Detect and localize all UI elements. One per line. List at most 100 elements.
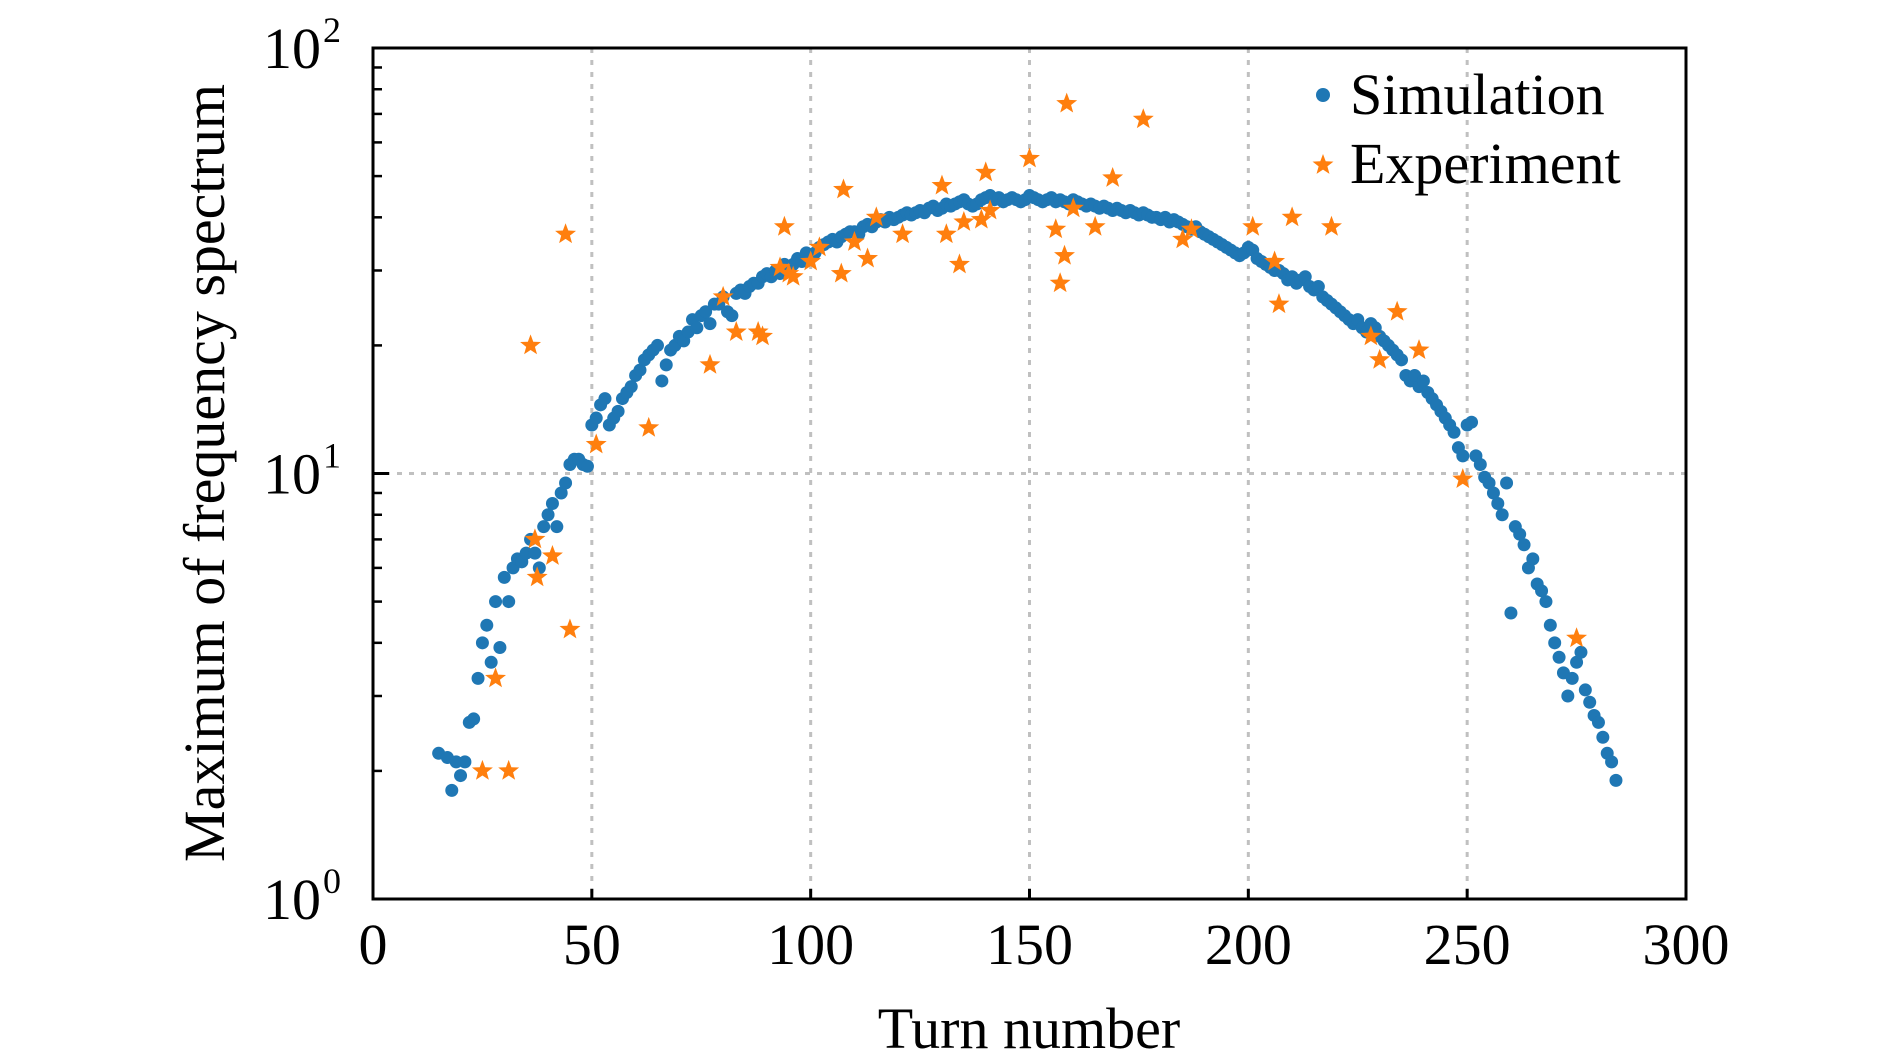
experiment-point <box>559 618 581 639</box>
simulation-point <box>467 712 481 726</box>
simulation-point <box>445 783 459 797</box>
simulation-point <box>1591 715 1605 729</box>
y-tick-label: 10 <box>263 442 321 507</box>
y-tick-exponent: 0 <box>323 861 341 901</box>
experiment-point <box>638 416 660 437</box>
y-axis-title: Maximum of frequency spectrum <box>172 84 237 862</box>
simulation-point <box>1570 655 1584 669</box>
experiment-point <box>833 178 854 199</box>
experiment-point <box>699 353 721 374</box>
x-axis-title: Turn number <box>878 996 1180 1059</box>
experiment-point <box>931 174 953 195</box>
simulation-point <box>489 595 503 609</box>
experiment-point <box>1360 325 1382 346</box>
simulation-point <box>650 338 664 352</box>
experiment-point <box>541 544 563 565</box>
simulation-point <box>1565 671 1579 685</box>
simulation-point <box>1482 476 1496 490</box>
experiment-point <box>782 265 804 286</box>
x-axis-ticks: 0 50 100 150 200 250 300 <box>359 889 1730 977</box>
x-tick-label: 50 <box>563 912 621 977</box>
experiment-point <box>935 223 957 244</box>
legend-marker-simulation <box>1316 88 1330 102</box>
simulation-point <box>545 497 559 511</box>
simulation-point <box>1486 486 1500 500</box>
y-tick-exponent: 1 <box>323 436 341 476</box>
simulation-point <box>1578 683 1592 697</box>
experiment-point <box>1054 244 1075 265</box>
experiment-point <box>712 285 734 306</box>
simulation-point <box>502 595 516 609</box>
simulation-point <box>1311 280 1325 294</box>
x-tick-label: 150 <box>986 912 1073 977</box>
experiment-point <box>485 667 507 688</box>
experiment-point <box>1045 218 1067 239</box>
simulation-point <box>1491 497 1505 511</box>
legend: Simulation Experiment <box>1312 62 1621 196</box>
simulation-point <box>528 546 542 560</box>
experiment-point <box>800 250 822 271</box>
simulation-point <box>497 570 511 584</box>
simulation-point <box>1539 595 1553 609</box>
simulation-point <box>624 380 638 394</box>
experiment-point <box>1264 250 1286 271</box>
experiment-point <box>1268 293 1290 314</box>
experiment-point <box>975 161 997 182</box>
simulation-point <box>554 486 568 500</box>
simulation-point <box>1513 527 1527 541</box>
simulation-point <box>1395 353 1409 367</box>
simulation-point <box>550 520 564 534</box>
x-tick-label: 250 <box>1424 912 1511 977</box>
experiment-point <box>1180 218 1202 239</box>
experiment-point <box>1102 166 1124 187</box>
experiment-point <box>752 325 773 346</box>
y-tick-label: 10 <box>263 16 321 81</box>
legend-label-experiment: Experiment <box>1350 131 1621 196</box>
simulation-point <box>1500 476 1514 490</box>
experiment-point <box>1242 215 1264 236</box>
simulation-point <box>1535 584 1549 598</box>
experiment-point <box>1369 348 1391 369</box>
simulation-point <box>559 476 573 490</box>
simulation-point <box>1561 689 1575 703</box>
experiment-point <box>949 253 970 274</box>
experiment-point <box>1386 300 1408 321</box>
simulation-point <box>655 374 669 388</box>
simulation-point <box>690 321 704 335</box>
experiment-point <box>778 262 800 283</box>
x-tick-label: 300 <box>1643 912 1730 977</box>
simulation-point <box>1596 730 1610 744</box>
experiment-point <box>1132 108 1154 129</box>
simulation-point <box>659 358 673 372</box>
experiment-point <box>1084 215 1106 236</box>
grid-lines <box>373 48 1686 899</box>
x-tick-label: 200 <box>1205 912 1292 977</box>
simulation-point <box>541 508 555 522</box>
experiment-point <box>857 247 879 268</box>
simulation-point <box>454 769 468 783</box>
experiment-point <box>1408 339 1430 359</box>
simulation-point <box>699 305 713 319</box>
experiment-point <box>526 566 548 587</box>
simulation-point <box>471 671 485 685</box>
simulation-point <box>1609 773 1623 787</box>
simulation-point <box>1495 508 1509 522</box>
simulation-point <box>480 618 494 632</box>
experiment-point <box>524 528 546 549</box>
simulation-point <box>611 404 625 418</box>
simulation-point <box>633 363 647 377</box>
experiment-point <box>979 199 1001 220</box>
simulation-point <box>1526 552 1540 566</box>
experiment-point <box>830 262 852 283</box>
experiment-point <box>1056 92 1078 113</box>
simulation-point <box>1447 425 1461 439</box>
simulation-point <box>1548 636 1562 650</box>
experiment-point <box>769 256 791 277</box>
simulation-point <box>484 655 498 669</box>
experiment-point <box>1452 468 1474 489</box>
experiment-point <box>808 236 830 257</box>
experiment-point <box>843 231 865 251</box>
simulation-point <box>1543 618 1557 632</box>
